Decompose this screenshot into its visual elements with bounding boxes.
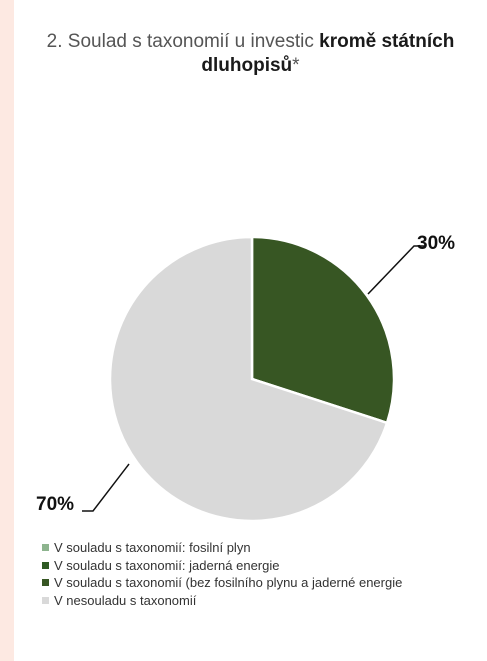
legend-swatch: [42, 561, 49, 569]
chart-title-prefix: 2. Soulad s taxonomií u investic: [46, 31, 320, 52]
chart-panel: 2. Soulad s taxonomií u investic kromě s…: [14, 0, 487, 661]
legend-item: V souladu s taxonomií: fosilní plyn: [42, 539, 402, 557]
legend-label: V nesouladu s taxonomií: [54, 592, 197, 608]
pie-chart: 30% 70%: [36, 233, 455, 523]
legend-label: V souladu s taxonomií: fosilní plyn: [54, 540, 251, 556]
legend-item: V nesouladu s taxonomií: [42, 592, 402, 610]
pie-slices: [108, 235, 396, 523]
legend-swatch: [42, 544, 49, 552]
pie-slice-2: [250, 235, 396, 425]
chart-legend: V souladu s taxonomií: fosilní plyn V so…: [42, 539, 402, 609]
data-label-70: 70%: [36, 494, 74, 515]
legend-swatch: [42, 579, 49, 587]
pie-slice-3: [108, 235, 389, 523]
legend-label: V souladu s taxonomií: jaderná energie: [54, 557, 280, 573]
legend-item: V souladu s taxonomií (bez fosilního ply…: [42, 574, 402, 592]
legend-swatch: [42, 596, 49, 604]
leader-line-70: [82, 463, 130, 512]
chart-title-bold: kromě státních dluhopisů: [201, 31, 455, 76]
chart-title: 2. Soulad s taxonomií u investic kromě s…: [14, 30, 487, 78]
leader-line-30: [367, 245, 425, 295]
data-label-30: 30%: [417, 233, 455, 254]
legend-label: V souladu s taxonomií (bez fosilního ply…: [54, 575, 403, 591]
chart-title-suffix: *: [292, 55, 300, 76]
legend-item: V souladu s taxonomií: jaderná energie: [42, 557, 402, 575]
